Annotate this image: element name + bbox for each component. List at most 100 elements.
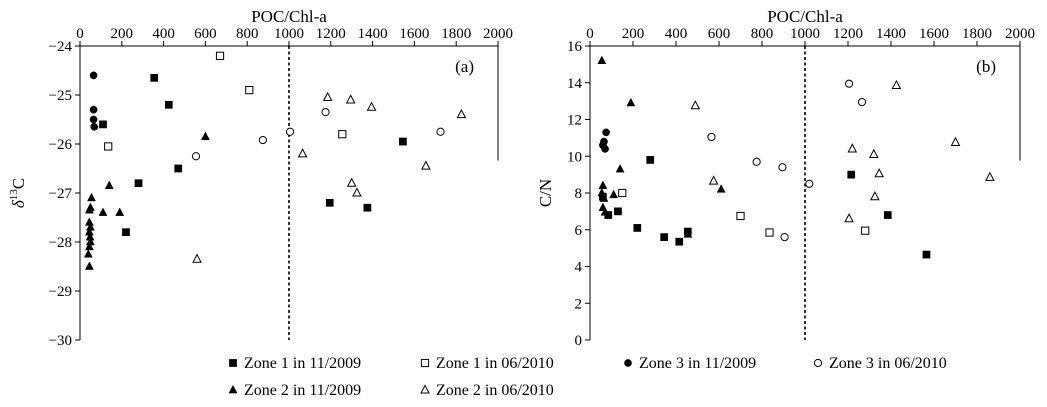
panel-label: (a) [455, 57, 474, 76]
data-point [891, 79, 902, 90]
y-tick-label: 0 [575, 333, 583, 349]
data-point [399, 137, 407, 146]
y-axis-title-main: C/N [536, 179, 555, 207]
legend-item: Zone 3 in 06/2010 [813, 355, 947, 372]
x-tick-label: 1400 [876, 26, 906, 42]
legend-marker [813, 358, 823, 368]
chart-panel-a: 0 200 400 600 800 1000 1200 1400 1600 1800 2000 −24… [8, 7, 513, 349]
data-point [847, 170, 856, 179]
x-tick-label: 400 [665, 26, 688, 42]
series-open-square [618, 188, 870, 237]
data-point [215, 51, 225, 60]
data-point [922, 250, 931, 259]
legend-marker [624, 359, 632, 367]
series-open-circle [707, 79, 867, 242]
x-tick-label: 1600 [399, 26, 429, 42]
data-point [258, 135, 267, 145]
y-tick-label: −30 [49, 333, 72, 349]
data-point [626, 97, 636, 107]
y-tick-label: 10 [567, 149, 582, 165]
data-point [707, 132, 716, 142]
x-tick-label: 0 [76, 26, 84, 42]
data-point [599, 193, 609, 202]
series-open-circle [191, 108, 445, 161]
legend-label: Zone 3 in 11/2009 [639, 355, 756, 372]
data-point [614, 207, 622, 216]
x-tick-label: 800 [236, 26, 259, 42]
data-point [708, 175, 719, 185]
x-tick-label: 800 [751, 26, 774, 42]
legend-item: Zone 2 in 11/2009 [228, 382, 361, 399]
x-tick-label: 600 [708, 26, 731, 42]
legend-item: Zone 2 in 06/2010 [420, 382, 554, 399]
data-point [868, 148, 879, 158]
x-tick-label: 1800 [962, 26, 992, 42]
data-point [297, 148, 308, 158]
x-tick-label: 2000 [483, 26, 513, 42]
x-tick-label: 1200 [833, 26, 863, 42]
data-point [950, 136, 961, 147]
series-filled-square [99, 74, 407, 237]
data-point [618, 188, 627, 198]
series-open-square [104, 51, 347, 151]
data-point [89, 71, 98, 80]
data-point [321, 108, 330, 117]
legend-item: Zone 3 in 11/2009 [624, 355, 756, 372]
data-point [857, 97, 867, 107]
data-point [98, 207, 108, 216]
legend-marker [229, 359, 237, 367]
data-point [675, 237, 684, 246]
y-axis-title: δ13C [8, 178, 28, 208]
data-point [89, 115, 98, 124]
data-point [346, 177, 357, 187]
data-point [690, 100, 701, 110]
data-point [285, 127, 295, 136]
data-point [192, 253, 202, 263]
data-point [164, 100, 173, 109]
data-point [765, 228, 774, 237]
data-point [599, 141, 607, 150]
data-point [87, 192, 96, 202]
y-tick-label: 12 [567, 113, 582, 129]
y-axis-title-tail: C [9, 178, 28, 189]
legend: Zone 1 in 11/2009 Zone 1 in 06/2010 Zone 3… [228, 355, 947, 399]
data-point [366, 101, 377, 111]
legend-marker [420, 358, 430, 368]
y-axis-title-main: δ [9, 199, 28, 208]
legend-label: Zone 1 in 06/2010 [436, 355, 554, 372]
data-point [600, 207, 610, 216]
legend-label: Zone 2 in 11/2009 [244, 382, 361, 399]
x-tick-label: 0 [586, 26, 594, 42]
data-point [134, 179, 143, 188]
x-tick-label: 600 [194, 26, 217, 42]
y-tick-label: −27 [49, 186, 73, 202]
data-point [104, 180, 114, 189]
data-point [150, 74, 159, 82]
data-point [883, 211, 892, 219]
x-tick-label: 1400 [358, 26, 388, 42]
x-tick-label: 400 [152, 26, 175, 42]
chart-panel-b: 0 200 400 600 800 1000 1200 1400 1600 1800 2000 16 1… [536, 7, 1035, 349]
data-point [615, 164, 625, 173]
data-point [861, 226, 870, 235]
data-point [633, 224, 642, 232]
x-tick-label: 1000 [274, 26, 304, 42]
data-point [874, 168, 885, 178]
x-tick-label: 1600 [919, 26, 949, 42]
data-point [200, 131, 210, 140]
data-point [683, 229, 693, 238]
y-tick-label: 4 [575, 260, 583, 276]
data-point [716, 184, 726, 193]
data-point [83, 249, 93, 258]
data-point [122, 228, 130, 237]
y-tick-label: 2 [575, 296, 583, 312]
x-tick-label: 1000 [790, 26, 820, 42]
data-point [844, 79, 854, 88]
x-tick-label: 2000 [1005, 26, 1035, 42]
legend-label: Zone 2 in 06/2010 [436, 382, 554, 399]
data-point [598, 180, 608, 189]
data-point [985, 171, 995, 181]
legend-label: Zone 3 in 06/2010 [829, 355, 947, 372]
data-point [338, 130, 347, 139]
x-tick-label: 200 [622, 26, 645, 42]
